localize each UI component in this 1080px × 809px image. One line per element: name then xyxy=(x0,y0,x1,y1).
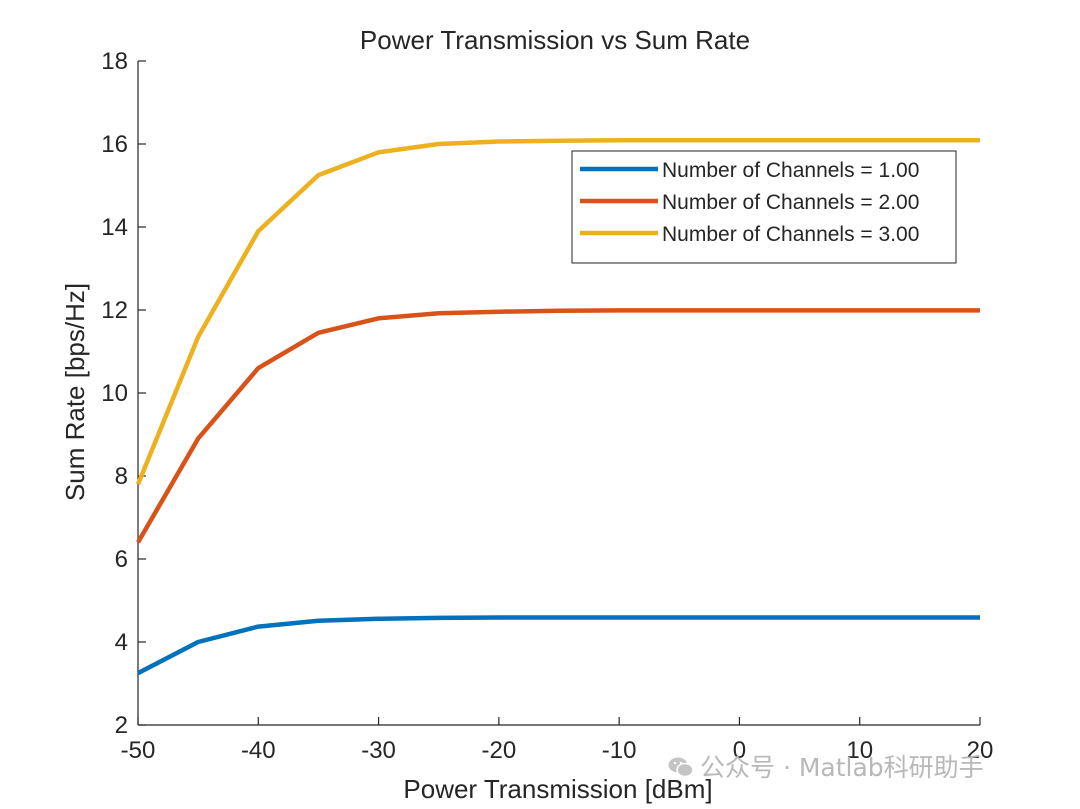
x-tick-label: -50 xyxy=(121,737,156,764)
y-axis-title: Sum Rate [bps/Hz] xyxy=(60,283,90,501)
legend-label-2: Number of Channels = 2.00 xyxy=(662,191,919,214)
x-tick-label: 0 xyxy=(733,737,746,764)
watermark-text: 公众号 · Matlab科研助手 xyxy=(700,753,984,782)
watermark: 公众号 · Matlab科研助手 xyxy=(668,748,984,784)
series-line-2 xyxy=(136,308,980,544)
y-tick-label: 16 xyxy=(101,131,128,158)
series-line-1 xyxy=(136,615,980,676)
x-tick-label: -20 xyxy=(482,737,517,764)
series-line-3 xyxy=(135,138,980,486)
chart-title: Power Transmission vs Sum Rate xyxy=(360,25,750,55)
y-tick-label: 8 xyxy=(115,463,128,490)
y-tick-label: 4 xyxy=(115,629,128,656)
x-tick-label: 10 xyxy=(846,737,873,764)
y-tick-label: 10 xyxy=(101,380,128,407)
y-tick-label: 18 xyxy=(101,48,128,75)
x-tick-label: -10 xyxy=(602,737,637,764)
wechat-icon xyxy=(668,757,694,778)
legend-label-1: Number of Channels = 1.00 xyxy=(662,159,919,182)
y-tick-label: 12 xyxy=(101,297,128,324)
x-axis-title: Power Transmission [dBm] xyxy=(403,774,712,804)
plot-area: -50 -40 -30 -20 -10 0 10 20 2 4 6 8 10 12 14 16 18 xyxy=(101,48,993,764)
legend-label-3: Number of Channels = 3.00 xyxy=(662,223,919,246)
x-tick-label: -40 xyxy=(241,737,276,764)
legend: Number of Channels = 1.00 Number of Chann… xyxy=(571,150,957,264)
x-tick-label: -30 xyxy=(361,737,396,764)
y-tick-label: 2 xyxy=(115,712,128,739)
y-tick-label: 6 xyxy=(115,546,128,573)
x-tick-label: 20 xyxy=(967,737,994,764)
y-tick-label: 14 xyxy=(101,214,128,241)
